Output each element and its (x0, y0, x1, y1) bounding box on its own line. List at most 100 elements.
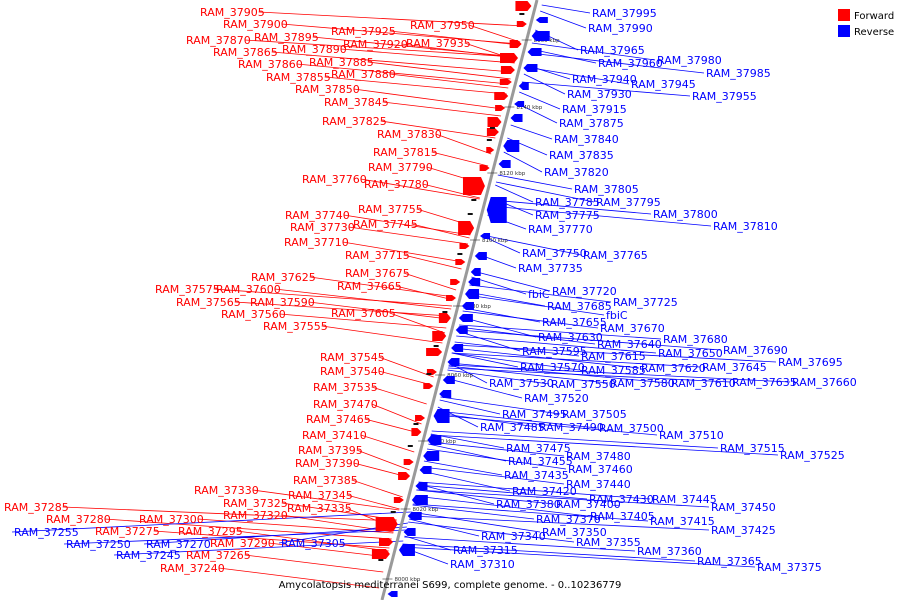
reverse-gene-label[interactable]: RAM_37770 (528, 223, 593, 236)
reverse-gene-label[interactable]: RAM_37615 (581, 350, 646, 363)
forward-gene-label[interactable]: RAM_37715 (345, 249, 410, 262)
reverse-gene-feature[interactable] (455, 326, 468, 334)
reverse-gene-feature[interactable] (415, 482, 428, 490)
reverse-gene-label[interactable]: RAM_37620 (641, 362, 706, 375)
reverse-gene-feature[interactable] (535, 17, 548, 23)
forward-gene-label[interactable]: RAM_37410 (302, 429, 367, 442)
reverse-gene-label[interactable]: RAM_37250 (66, 538, 131, 551)
reverse-gene-label[interactable]: RAM_37735 (518, 262, 583, 275)
reverse-gene-feature[interactable] (407, 512, 422, 520)
forward-gene-feature[interactable] (487, 117, 502, 127)
reverse-gene-label[interactable]: RAM_37695 (778, 356, 843, 369)
forward-gene-label[interactable]: RAM_37605 (331, 307, 396, 320)
reverse-gene-feature[interactable] (398, 544, 415, 556)
reverse-gene-label[interactable]: RAM_37630 (538, 331, 603, 344)
reverse-gene-label[interactable]: RAM_37430 (589, 493, 654, 506)
forward-gene-label[interactable]: RAM_37465 (306, 413, 371, 426)
forward-gene-label[interactable]: RAM_37540 (320, 365, 385, 378)
reverse-gene-label[interactable]: RAM_37800 (653, 208, 718, 221)
reverse-gene-label[interactable]: RAM_37375 (757, 561, 822, 574)
reverse-gene-label[interactable]: fbiC (528, 288, 550, 301)
forward-gene-label[interactable]: RAM_37825 (322, 115, 387, 128)
forward-gene-label[interactable]: RAM_37730 (290, 221, 355, 234)
forward-gene-label[interactable]: RAM_37290 (210, 537, 275, 550)
reverse-gene-feature[interactable] (447, 358, 460, 366)
forward-gene-label[interactable]: RAM_37575 (155, 283, 220, 296)
reverse-gene-label[interactable]: RAM_37785 (535, 196, 600, 209)
forward-gene-feature[interactable] (479, 165, 490, 171)
reverse-gene-label[interactable]: RAM_37520 (524, 392, 589, 405)
reverse-gene-label[interactable]: RAM_37355 (576, 536, 641, 549)
forward-gene-label[interactable]: RAM_37560 (221, 308, 286, 321)
reverse-gene-label[interactable]: RAM_37580 (610, 377, 675, 390)
reverse-gene-label[interactable]: RAM_37450 (711, 501, 776, 514)
forward-gene-label[interactable]: RAM_37590 (250, 296, 315, 309)
reverse-gene-label[interactable]: RAM_37505 (562, 408, 627, 421)
forward-gene-feature[interactable] (393, 497, 404, 503)
reverse-gene-label[interactable]: RAM_37985 (706, 67, 771, 80)
reverse-gene-label[interactable]: RAM_37270 (146, 538, 211, 551)
reverse-gene-label[interactable]: RAM_37585 (581, 364, 646, 377)
reverse-gene-label[interactable]: RAM_37750 (522, 247, 587, 260)
reverse-gene-feature[interactable] (514, 101, 525, 107)
forward-gene-label[interactable]: RAM_37925 (331, 25, 396, 38)
reverse-gene-feature[interactable] (423, 451, 440, 461)
reverse-gene-label[interactable]: RAM_37930 (567, 88, 632, 101)
forward-gene-feature[interactable] (458, 221, 475, 235)
reverse-gene-label[interactable]: RAM_37810 (713, 220, 778, 233)
forward-gene-label[interactable]: RAM_37950 (410, 19, 475, 32)
reverse-gene-label[interactable]: RAM_37940 (572, 73, 637, 86)
reverse-gene-label[interactable]: RAM_37460 (568, 463, 633, 476)
reverse-gene-label[interactable]: RAM_37980 (657, 54, 722, 67)
forward-gene-label[interactable]: RAM_37900 (223, 18, 288, 31)
forward-gene-label[interactable]: RAM_37295 (178, 525, 243, 538)
reverse-gene-label[interactable]: RAM_37990 (588, 22, 653, 35)
forward-gene-feature[interactable] (379, 538, 394, 546)
forward-gene-feature[interactable] (495, 105, 506, 111)
reverse-gene-label[interactable]: RAM_37635 (732, 376, 797, 389)
forward-gene-label[interactable]: RAM_37830 (377, 128, 442, 141)
forward-gene-feature[interactable] (455, 259, 466, 265)
forward-gene-feature[interactable] (403, 459, 414, 465)
reverse-gene-label[interactable]: RAM_37720 (552, 285, 617, 298)
reverse-gene-feature[interactable] (461, 302, 474, 310)
reverse-gene-label[interactable]: RAM_37455 (508, 455, 573, 468)
forward-gene-label[interactable]: RAM_37240 (160, 562, 225, 575)
forward-gene-label[interactable]: RAM_37745 (353, 218, 418, 231)
reverse-gene-label[interactable]: RAM_37995 (592, 7, 657, 20)
forward-gene-feature[interactable] (446, 295, 457, 301)
reverse-gene-feature[interactable] (486, 197, 507, 223)
forward-gene-feature[interactable] (516, 21, 527, 27)
reverse-gene-label[interactable]: RAM_37960 (598, 57, 663, 70)
forward-gene-feature[interactable] (486, 128, 499, 136)
reverse-gene-feature[interactable] (470, 268, 481, 276)
forward-gene-label[interactable]: RAM_37855 (266, 71, 331, 84)
forward-gene-feature[interactable] (423, 383, 434, 389)
forward-gene-feature[interactable] (375, 517, 398, 531)
forward-gene-label[interactable]: RAM_37335 (287, 502, 352, 515)
forward-gene-label[interactable]: RAM_37870 (186, 34, 251, 47)
forward-gene-label[interactable]: RAM_37790 (368, 161, 433, 174)
forward-gene-label[interactable]: RAM_37710 (284, 236, 349, 249)
reverse-gene-feature[interactable] (458, 314, 473, 322)
reverse-gene-label[interactable]: RAM_37645 (702, 361, 767, 374)
forward-gene-label[interactable]: RAM_37845 (324, 96, 389, 109)
forward-gene-feature[interactable] (494, 92, 509, 100)
forward-gene-feature[interactable] (371, 549, 390, 559)
reverse-gene-label[interactable]: RAM_37650 (658, 347, 723, 360)
reverse-gene-label[interactable]: RAM_37440 (566, 478, 631, 491)
forward-gene-label[interactable]: RAM_37555 (263, 320, 328, 333)
forward-gene-label[interactable]: RAM_37600 (216, 283, 281, 296)
reverse-gene-feature[interactable] (411, 495, 428, 505)
reverse-gene-label[interactable]: RAM_37500 (599, 422, 664, 435)
forward-gene-feature[interactable] (398, 472, 411, 480)
reverse-gene-label[interactable]: RAM_37490 (539, 421, 604, 434)
reverse-gene-label[interactable]: RAM_37310 (450, 558, 515, 571)
reverse-gene-label[interactable]: RAM_37640 (597, 338, 662, 351)
forward-gene-label[interactable]: RAM_37755 (358, 203, 423, 216)
reverse-gene-label[interactable]: RAM_37955 (692, 90, 757, 103)
forward-gene-label[interactable]: RAM_37395 (298, 444, 363, 457)
reverse-gene-label[interactable]: RAM_37725 (613, 296, 678, 309)
reverse-gene-label[interactable]: RAM_37315 (453, 544, 518, 557)
reverse-gene-feature[interactable] (427, 435, 442, 445)
